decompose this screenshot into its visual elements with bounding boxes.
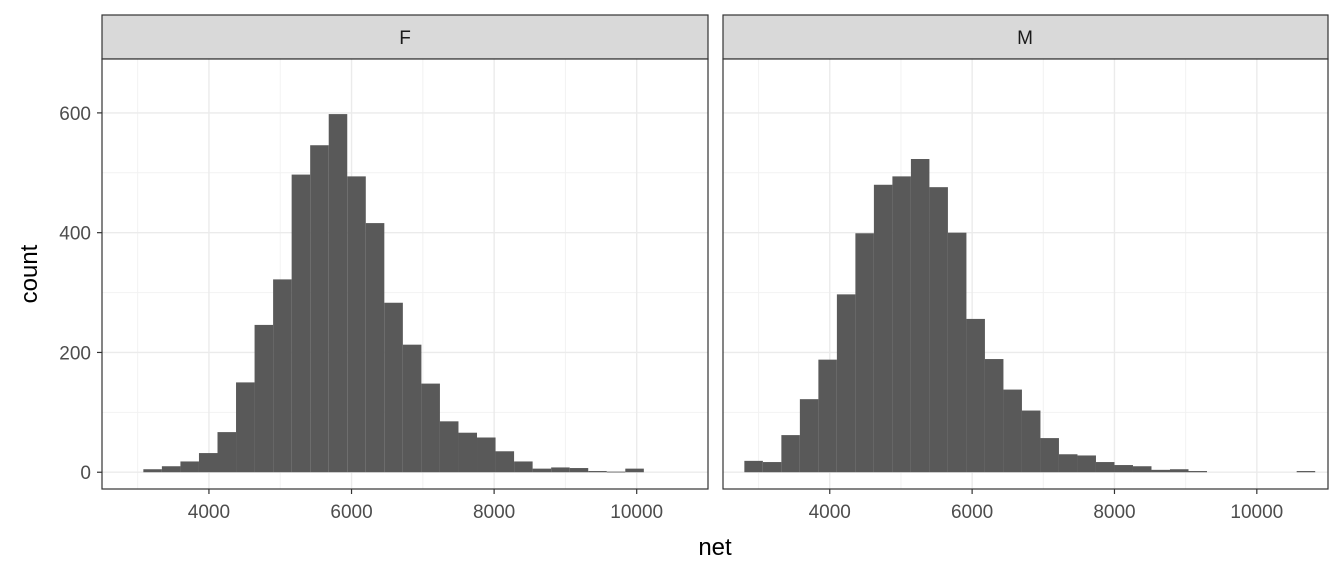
- histogram-bar: [180, 461, 199, 473]
- x-tick-label: 6000: [951, 502, 993, 523]
- histogram-bar: [365, 223, 385, 473]
- histogram-bar: [495, 451, 515, 473]
- histogram-bar: [291, 174, 311, 473]
- histogram-bar: [1077, 455, 1096, 473]
- histogram-bar: [569, 468, 589, 473]
- x-tick-label: 6000: [330, 502, 372, 523]
- x-axis-ticks-m: 4000 6000 8000 10000: [809, 502, 1284, 523]
- histogram-bar: [1040, 438, 1059, 473]
- histogram-bar: [328, 114, 348, 473]
- histogram-bar: [310, 145, 329, 473]
- facet-label-m: M: [1017, 28, 1033, 49]
- y-tick-label: 200: [59, 343, 91, 364]
- histogram-bar: [1114, 465, 1133, 473]
- histogram-bar: [625, 468, 644, 473]
- histogram-bar: [198, 453, 218, 473]
- histogram-bar: [477, 437, 496, 473]
- panel-border-f: [101, 58, 709, 490]
- y-axis-title: count: [16, 244, 43, 303]
- histogram-bar: [236, 382, 255, 473]
- histogram-bar: [532, 468, 552, 473]
- histogram-bar: [984, 359, 1004, 473]
- x-tick-label: 10000: [610, 502, 663, 523]
- histogram-bar: [1021, 410, 1041, 473]
- facet-label-f: F: [399, 28, 411, 49]
- histogram-bar: [439, 421, 459, 473]
- histogram-bar: [384, 302, 403, 473]
- x-axis-title: net: [698, 534, 732, 561]
- histogram-bar: [1058, 454, 1078, 473]
- histogram-bar: [762, 462, 782, 473]
- histogram-bar: [402, 344, 422, 473]
- histogram-bar: [1296, 471, 1316, 473]
- histogram-bar: [1095, 462, 1115, 473]
- histogram-bar: [892, 176, 911, 473]
- histogram-bar: [1003, 389, 1022, 473]
- histogram-bar: [818, 359, 837, 473]
- histogram-bar: [1151, 469, 1170, 473]
- histogram-bar: [799, 399, 819, 473]
- histogram-bar: [347, 176, 366, 473]
- x-tick-label: 8000: [1093, 502, 1135, 523]
- facet-panel-m: M 4000 6000 8000 10000: [722, 14, 1329, 523]
- facet-strip-m: [722, 14, 1329, 60]
- histogram-bar: [1132, 466, 1152, 473]
- histogram-bar: [458, 432, 478, 473]
- histogram-bar: [1169, 469, 1189, 473]
- histogram-bar: [551, 467, 570, 473]
- histogram-bar: [161, 466, 181, 473]
- histogram-bar: [1188, 471, 1207, 473]
- histogram-bar: [606, 471, 626, 473]
- x-tick-label: 10000: [1230, 502, 1283, 523]
- histogram-bar: [966, 318, 985, 473]
- histogram-bar: [873, 184, 893, 473]
- x-tick-label: 4000: [188, 502, 230, 523]
- y-tick-label: 600: [59, 104, 91, 125]
- histogram-bar: [855, 233, 874, 473]
- facet-strip-f: [101, 14, 709, 60]
- histogram-bar: [273, 279, 292, 473]
- y-tick-label: 0: [80, 463, 91, 484]
- histogram-bar: [910, 159, 930, 473]
- bars-f: [143, 114, 644, 473]
- x-tick-label: 4000: [809, 502, 851, 523]
- histogram-bar: [929, 187, 948, 473]
- histogram-bar: [143, 469, 162, 473]
- histogram-bar: [588, 471, 607, 473]
- histogram-bar: [781, 435, 800, 473]
- x-axis-ticks-f: 4000 6000 8000 10000: [188, 502, 663, 523]
- panel-border-m: [722, 58, 1329, 490]
- histogram-bar: [421, 383, 440, 473]
- bars-m: [744, 159, 1316, 473]
- histogram-bar: [836, 294, 856, 473]
- y-axis-ticks: 0 200 400 600: [59, 104, 102, 484]
- y-tick-label: 400: [59, 224, 91, 245]
- histogram-bar: [744, 460, 763, 473]
- x-tick-label: 8000: [473, 502, 515, 523]
- histogram-bar: [947, 232, 967, 473]
- facet-panel-f: F 4000 6000 8000 10000: [101, 14, 709, 523]
- histogram-bar: [254, 324, 274, 473]
- histogram-bar: [514, 461, 533, 473]
- histogram-bar: [217, 432, 237, 473]
